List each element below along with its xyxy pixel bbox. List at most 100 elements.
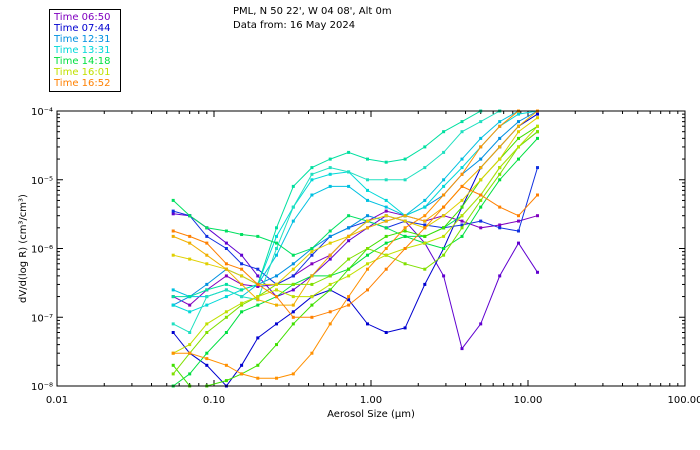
x-tick-label: 0.01 — [46, 395, 68, 406]
data-point — [240, 262, 244, 266]
data-point — [536, 136, 539, 140]
data-point — [384, 198, 388, 202]
data-point — [366, 219, 369, 223]
data-point — [224, 363, 228, 367]
data-point — [256, 298, 260, 302]
data-point — [328, 310, 332, 314]
data-point — [460, 198, 464, 202]
series-line — [173, 213, 538, 350]
data-point — [384, 234, 388, 238]
data-point — [366, 214, 369, 218]
data-point — [366, 188, 369, 192]
data-point — [479, 136, 483, 140]
data-point — [479, 178, 483, 182]
data-point — [205, 234, 209, 238]
data-point — [188, 310, 192, 314]
data-point — [171, 198, 175, 202]
data-point — [442, 253, 446, 257]
data-point — [291, 253, 295, 257]
data-point — [224, 282, 228, 286]
data-point — [347, 150, 351, 154]
data-point — [442, 184, 446, 188]
data-point — [403, 219, 407, 223]
data-point — [536, 116, 539, 120]
data-point — [460, 130, 464, 134]
data-point — [423, 226, 427, 230]
data-point — [240, 310, 244, 314]
data-point — [384, 267, 388, 271]
data-point — [498, 166, 502, 170]
data-point — [291, 205, 295, 209]
data-point — [275, 282, 278, 286]
data-point — [479, 219, 483, 223]
data-point — [498, 145, 502, 149]
data-point — [479, 205, 483, 209]
data-point — [517, 241, 520, 245]
y-axis-label: dV/d(log R) (cm³/cm³) — [18, 194, 29, 303]
data-point — [423, 214, 427, 218]
data-point — [366, 267, 369, 271]
data-point — [384, 209, 388, 213]
data-point — [423, 267, 427, 271]
plot-frame — [56, 110, 686, 387]
data-point — [498, 274, 502, 278]
data-point — [171, 372, 175, 376]
data-point — [171, 212, 175, 216]
data-point — [384, 253, 388, 257]
data-point — [224, 262, 228, 266]
data-point — [205, 262, 209, 266]
data-point — [171, 303, 175, 307]
data-point — [256, 363, 260, 367]
data-point — [224, 267, 228, 271]
data-point — [171, 363, 175, 367]
data-point — [310, 315, 314, 319]
data-point — [256, 336, 260, 340]
data-point — [403, 234, 407, 238]
data-point — [479, 226, 483, 230]
data-point — [171, 234, 175, 238]
data-point — [517, 124, 520, 128]
data-point — [188, 234, 192, 238]
data-point — [347, 257, 351, 261]
data-point — [171, 331, 175, 334]
data-point — [423, 198, 427, 202]
data-point — [536, 124, 539, 128]
data-point — [256, 376, 260, 380]
series-17 — [171, 184, 539, 319]
data-point — [224, 379, 228, 383]
data-point — [310, 250, 314, 254]
data-point — [347, 170, 351, 174]
data-point — [328, 322, 332, 326]
data-point — [291, 310, 295, 314]
data-point — [479, 322, 483, 326]
data-point — [442, 178, 446, 182]
data-point — [205, 295, 209, 299]
data-point — [517, 130, 520, 134]
data-point — [442, 205, 446, 209]
data-point — [498, 223, 502, 227]
data-point — [384, 214, 388, 218]
data-point — [291, 372, 295, 376]
data-point — [536, 214, 539, 218]
legend-item-1231: Time 12:31 — [54, 34, 111, 45]
data-point — [291, 274, 295, 278]
series-line — [172, 131, 538, 375]
series-line — [173, 117, 538, 285]
data-point — [171, 253, 175, 257]
data-point — [479, 157, 483, 161]
data-point — [205, 357, 209, 361]
data-point — [240, 301, 244, 305]
data-point — [517, 219, 520, 223]
data-point — [366, 198, 369, 202]
series-2 — [171, 112, 539, 388]
data-point — [224, 274, 228, 278]
data-point — [310, 166, 314, 170]
data-point — [291, 219, 295, 223]
data-point — [479, 120, 483, 124]
data-point — [171, 288, 175, 292]
data-point — [328, 184, 332, 188]
data-point — [328, 166, 332, 170]
data-point — [328, 274, 332, 278]
header-location: PML, N 50 22', W 04 08', Alt 0m — [233, 6, 392, 17]
data-point — [517, 120, 520, 124]
